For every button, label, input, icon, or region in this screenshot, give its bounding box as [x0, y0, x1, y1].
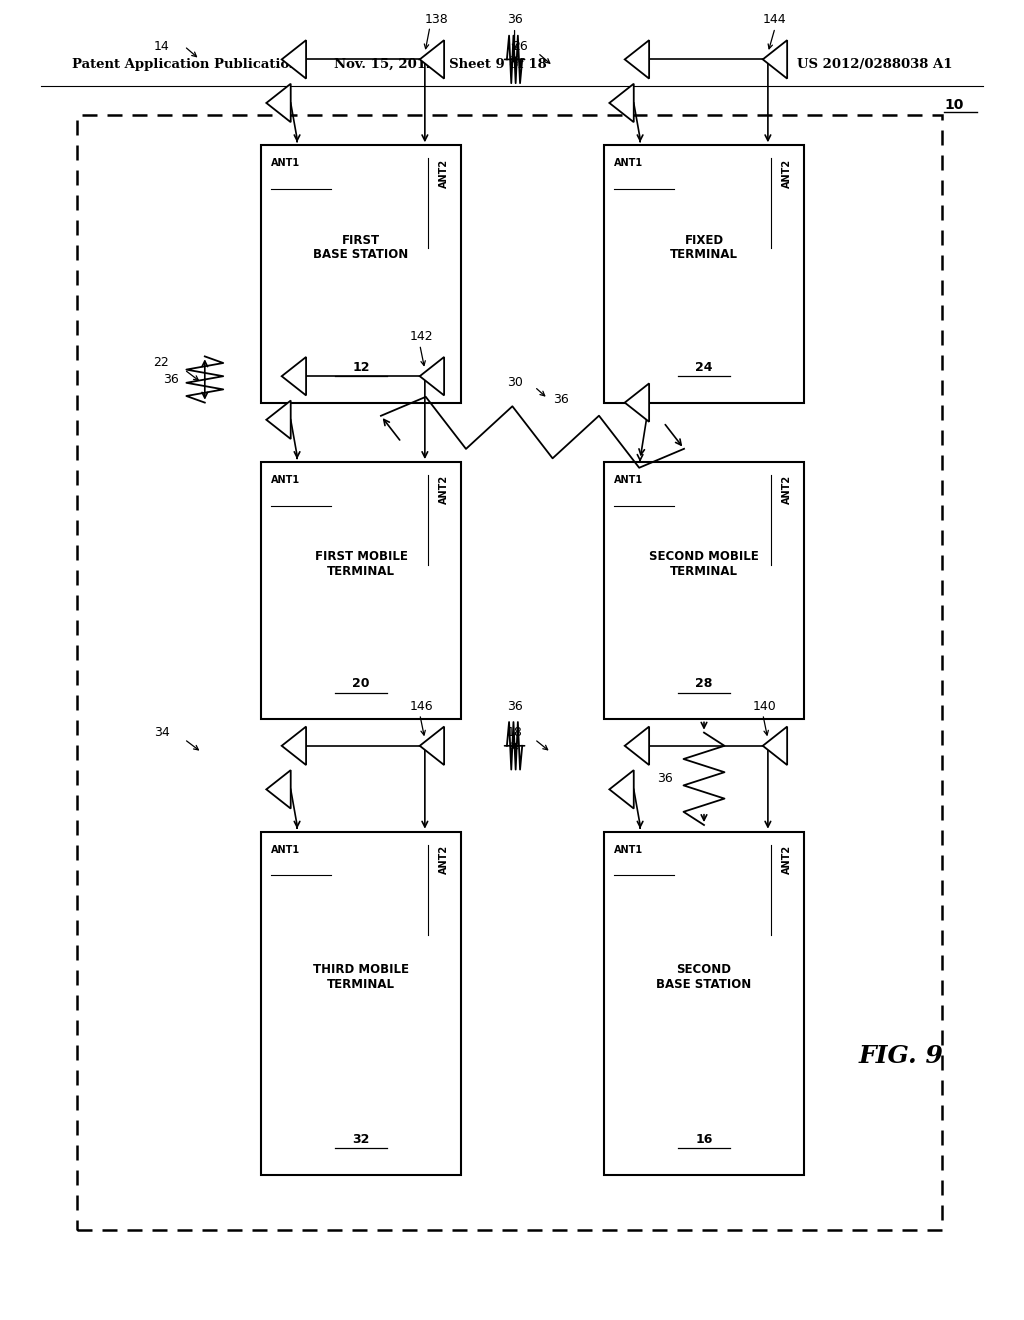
Text: 12: 12: [352, 360, 370, 374]
Polygon shape: [609, 83, 634, 123]
Text: 26: 26: [512, 40, 527, 53]
Text: 36: 36: [657, 772, 674, 785]
Text: 20: 20: [352, 677, 370, 690]
Text: 34: 34: [154, 726, 169, 739]
Polygon shape: [763, 40, 787, 79]
Bar: [604, 145, 804, 403]
Text: ANT1: ANT1: [271, 475, 300, 486]
Text: ANT1: ANT1: [614, 845, 643, 855]
Text: 36: 36: [507, 700, 522, 713]
Bar: [261, 832, 461, 1175]
Text: ANT2: ANT2: [781, 158, 792, 187]
Text: 140: 140: [753, 700, 776, 713]
Text: 14: 14: [154, 40, 169, 53]
Text: 30: 30: [507, 376, 523, 389]
Text: ANT2: ANT2: [438, 845, 449, 874]
Polygon shape: [609, 770, 634, 809]
Bar: [261, 462, 461, 719]
Polygon shape: [625, 383, 649, 422]
Text: 32: 32: [352, 1133, 370, 1146]
Text: 18: 18: [507, 726, 523, 739]
Text: ANT1: ANT1: [271, 158, 300, 169]
Text: 144: 144: [763, 13, 786, 26]
Text: 28: 28: [695, 677, 713, 690]
Bar: [261, 145, 461, 403]
Text: US 2012/0288038 A1: US 2012/0288038 A1: [797, 58, 952, 71]
Text: ANT2: ANT2: [781, 845, 792, 874]
Text: SECOND MOBILE
TERMINAL: SECOND MOBILE TERMINAL: [649, 550, 759, 578]
Text: 36: 36: [164, 374, 179, 385]
Bar: [77, 115, 942, 1230]
Polygon shape: [420, 356, 444, 396]
Polygon shape: [282, 726, 306, 766]
Polygon shape: [625, 726, 649, 766]
Text: ANT1: ANT1: [614, 158, 643, 169]
Polygon shape: [282, 356, 306, 396]
Text: SECOND
BASE STATION: SECOND BASE STATION: [656, 962, 752, 991]
Text: 10: 10: [944, 98, 964, 112]
Text: FIRST MOBILE
TERMINAL: FIRST MOBILE TERMINAL: [314, 550, 408, 578]
Text: 146: 146: [410, 700, 433, 713]
Text: FIRST
BASE STATION: FIRST BASE STATION: [313, 234, 409, 261]
Text: 138: 138: [425, 13, 449, 26]
Polygon shape: [282, 40, 306, 79]
Text: ANT2: ANT2: [438, 158, 449, 187]
Polygon shape: [625, 40, 649, 79]
Text: Patent Application Publication: Patent Application Publication: [72, 58, 298, 71]
Text: ANT2: ANT2: [781, 475, 792, 504]
Polygon shape: [266, 770, 291, 809]
Text: 22: 22: [154, 356, 169, 370]
Polygon shape: [266, 400, 291, 440]
Text: 24: 24: [695, 360, 713, 374]
Polygon shape: [763, 726, 787, 766]
Text: Nov. 15, 2012   Sheet 9 of 18: Nov. 15, 2012 Sheet 9 of 18: [334, 58, 547, 71]
Text: ANT1: ANT1: [271, 845, 300, 855]
Text: ANT1: ANT1: [614, 475, 643, 486]
Bar: [604, 462, 804, 719]
Bar: [604, 832, 804, 1175]
Polygon shape: [420, 40, 444, 79]
Text: 36: 36: [507, 13, 522, 26]
Text: ANT2: ANT2: [438, 475, 449, 504]
Text: FIXED
TERMINAL: FIXED TERMINAL: [670, 234, 738, 261]
Text: 16: 16: [695, 1133, 713, 1146]
Text: THIRD MOBILE
TERMINAL: THIRD MOBILE TERMINAL: [313, 962, 409, 991]
Polygon shape: [266, 83, 291, 123]
Text: 142: 142: [410, 330, 433, 343]
Polygon shape: [420, 726, 444, 766]
Text: 36: 36: [553, 393, 568, 407]
Text: FIG. 9: FIG. 9: [859, 1044, 943, 1068]
